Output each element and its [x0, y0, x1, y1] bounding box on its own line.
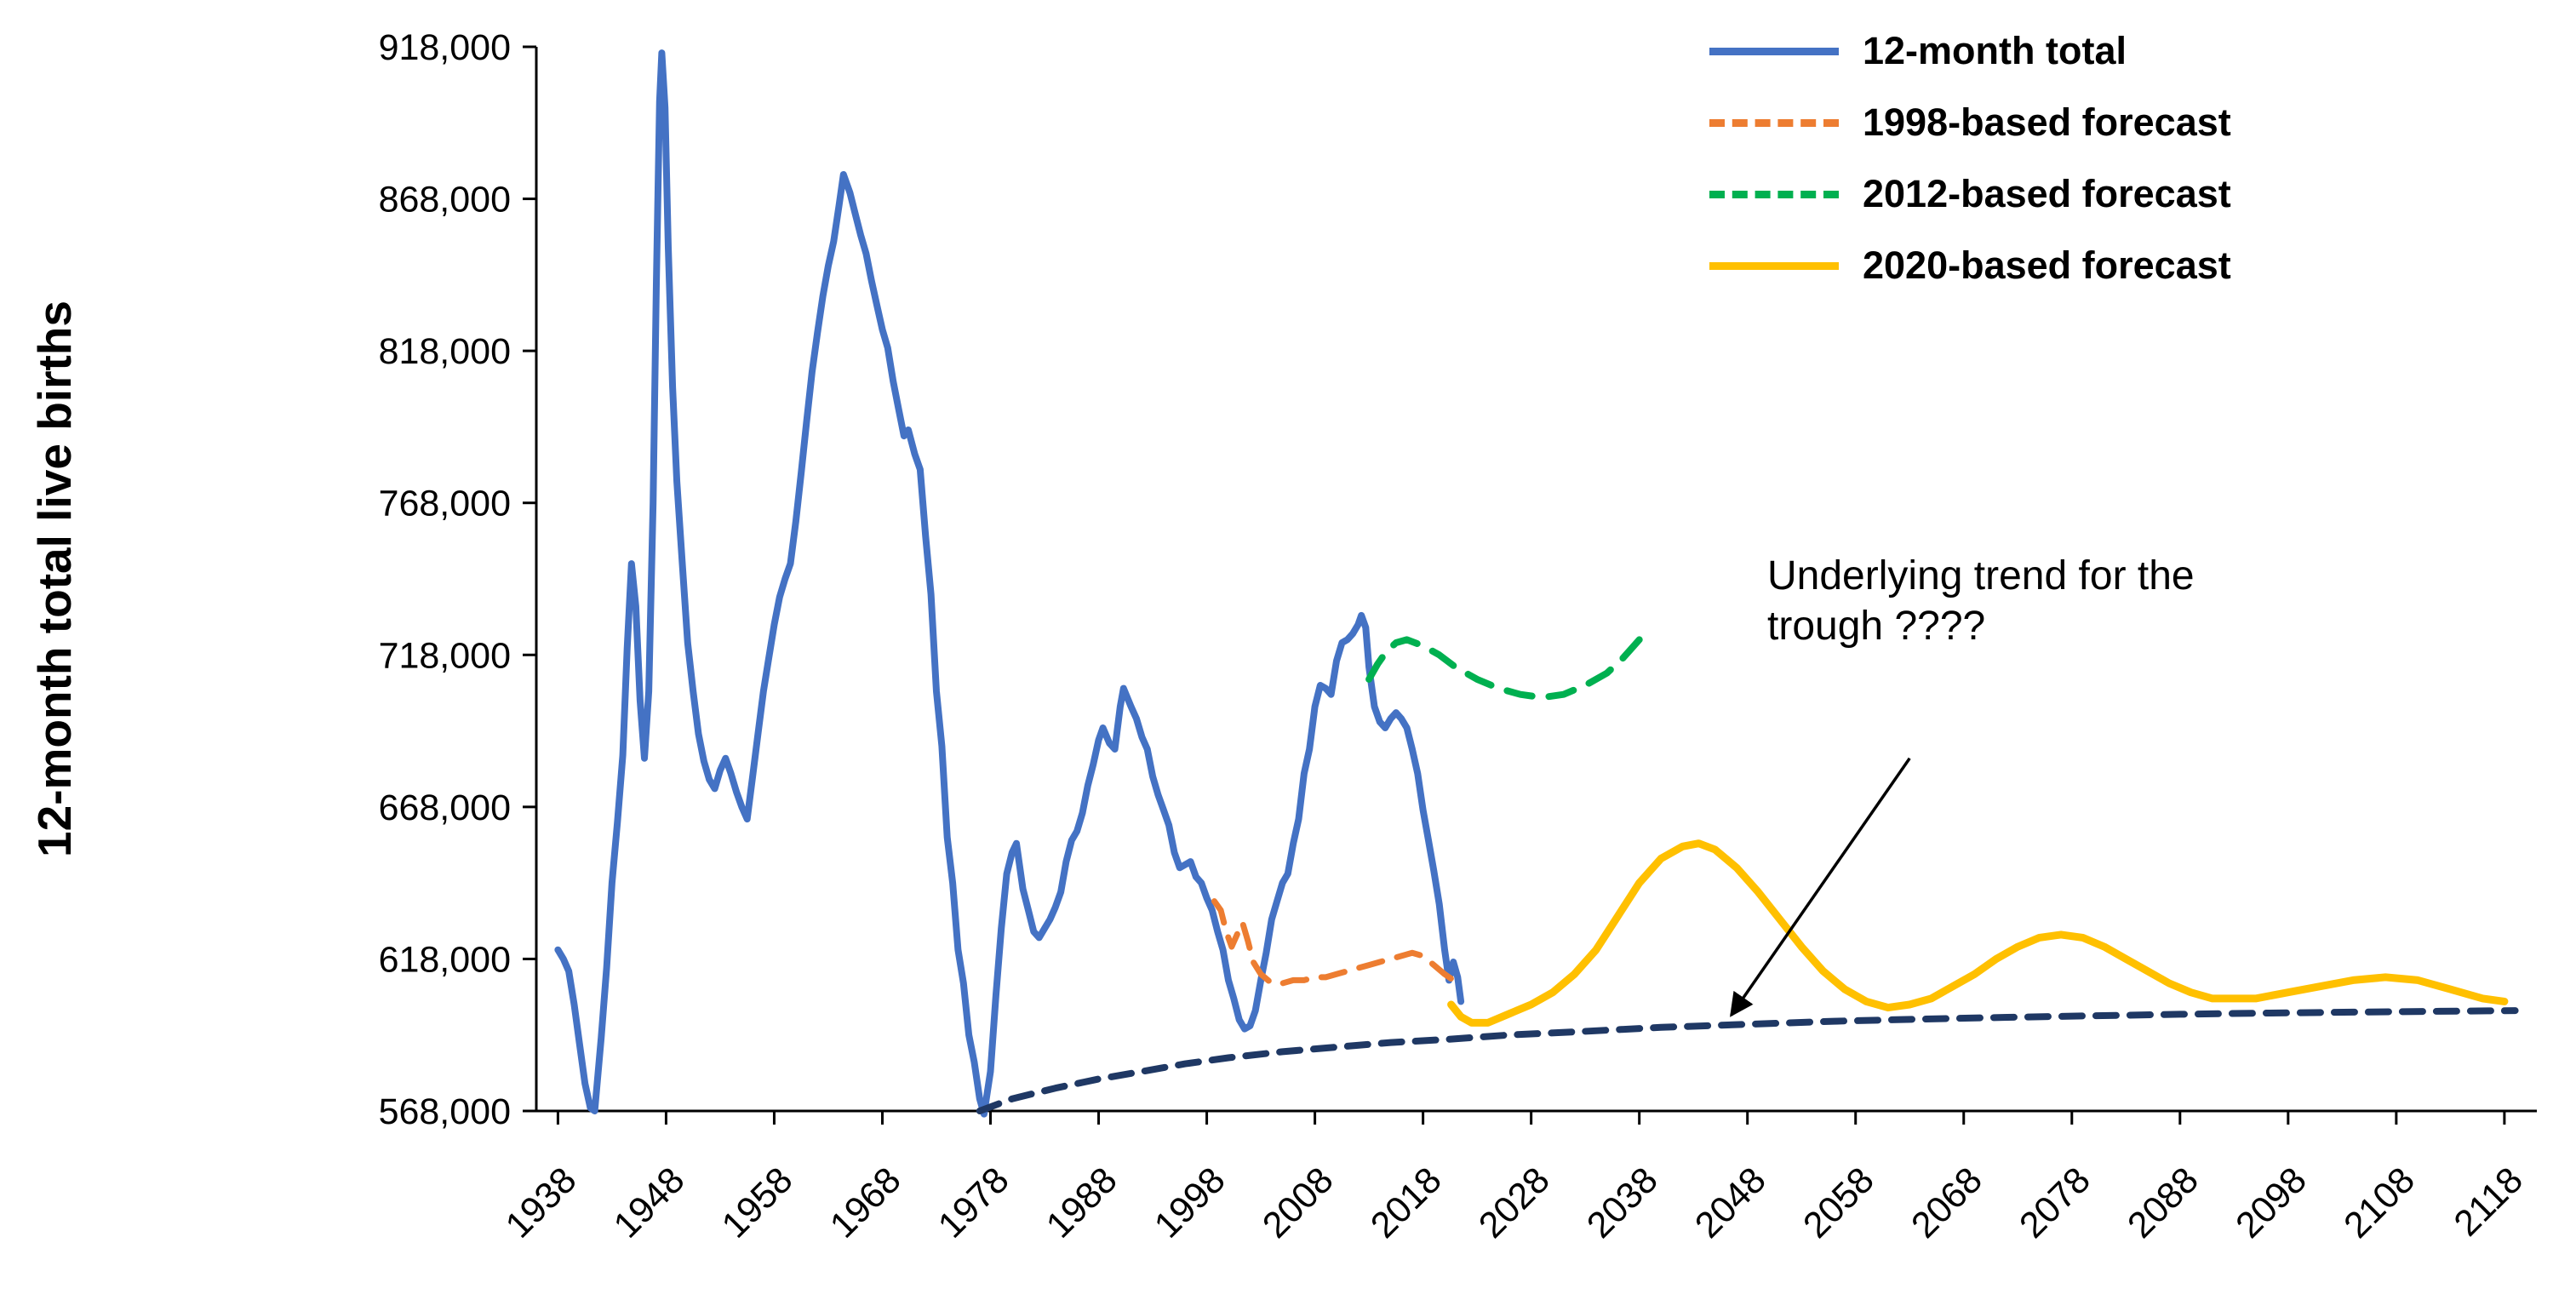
- x-tick-label: 1958: [714, 1159, 801, 1246]
- x-tick-label: 2038: [1579, 1159, 1666, 1246]
- annotation-text: Underlying trend for the trough ????: [1767, 552, 2195, 651]
- x-tick-label: 1998: [1147, 1159, 1234, 1246]
- x-tick-label: 1948: [606, 1159, 693, 1246]
- x-tick-label: 2058: [1795, 1159, 1882, 1246]
- legend-label: 1998-based forecast: [1863, 100, 2231, 144]
- legend-swatch-dashed-green-line-icon: [1709, 190, 1839, 198]
- legend-item-2020-based-forecast: 2020-based forecast: [1709, 230, 2231, 301]
- annotation-arrow: [1730, 757, 1911, 1017]
- y-tick-label: 568,000: [379, 1091, 511, 1132]
- y-tick-label: 818,000: [379, 331, 511, 372]
- y-tick-label: 668,000: [379, 787, 511, 828]
- series-line-2012-based-forecast: [1365, 636, 1643, 701]
- x-tick-label: 2088: [2120, 1159, 2207, 1246]
- x-tick-label: 2068: [1903, 1159, 1990, 1246]
- legend-item-2012-based-forecast: 2012-based forecast: [1709, 158, 2231, 230]
- series-line-2020-based-forecast: [1447, 839, 2509, 1027]
- x-tick-label: 2018: [1363, 1159, 1450, 1246]
- x-tick-label: 2108: [2336, 1159, 2423, 1246]
- x-tick-label: 2118: [2447, 1159, 2531, 1244]
- y-tick-label: 618,000: [379, 939, 511, 980]
- annotation-line-1: Underlying trend for the: [1767, 553, 2195, 598]
- x-tick-label: 2078: [2012, 1159, 2098, 1246]
- x-tick-label: 2028: [1471, 1159, 1558, 1246]
- series-line-1998-based-forecast: [1211, 898, 1457, 987]
- legend-item-12-month-total: 12-month total: [1709, 15, 2231, 87]
- x-tick-label: 2008: [1255, 1159, 1342, 1246]
- x-tick-label: 2098: [2228, 1159, 2315, 1246]
- legend-swatch-solid-blue-line-icon: [1709, 47, 1839, 55]
- annotation-line-2: trough ????: [1767, 603, 1986, 649]
- legend: 12-month total 1998-based forecast 2012-…: [1709, 15, 2231, 301]
- legend-label: 2020-based forecast: [1863, 243, 2231, 287]
- legend-item-1998-based-forecast: 1998-based forecast: [1709, 87, 2231, 158]
- legend-swatch-solid-yellow-line-icon: [1709, 261, 1839, 270]
- series-line-12-month-total: [554, 49, 1465, 1118]
- x-tick-label: 1968: [822, 1159, 909, 1246]
- y-tick-label: 868,000: [379, 180, 511, 220]
- x-tick-label: 1988: [1039, 1159, 1125, 1246]
- legend-label: 2012-based forecast: [1863, 172, 2231, 215]
- series-line-underlying-trend: [976, 1007, 2519, 1114]
- y-tick-label: 768,000: [379, 484, 511, 524]
- x-tick-label: 1938: [498, 1159, 585, 1246]
- x-tick-label: 2048: [1687, 1159, 1774, 1246]
- y-tick-label: 918,000: [379, 27, 511, 68]
- y-axis-title: 12-month total live births: [28, 301, 81, 857]
- x-tick-label: 1978: [930, 1159, 1017, 1246]
- y-tick-label: 718,000: [379, 635, 511, 676]
- legend-swatch-dashed-orange-line-icon: [1709, 118, 1839, 127]
- legend-label: 12-month total: [1863, 29, 2127, 72]
